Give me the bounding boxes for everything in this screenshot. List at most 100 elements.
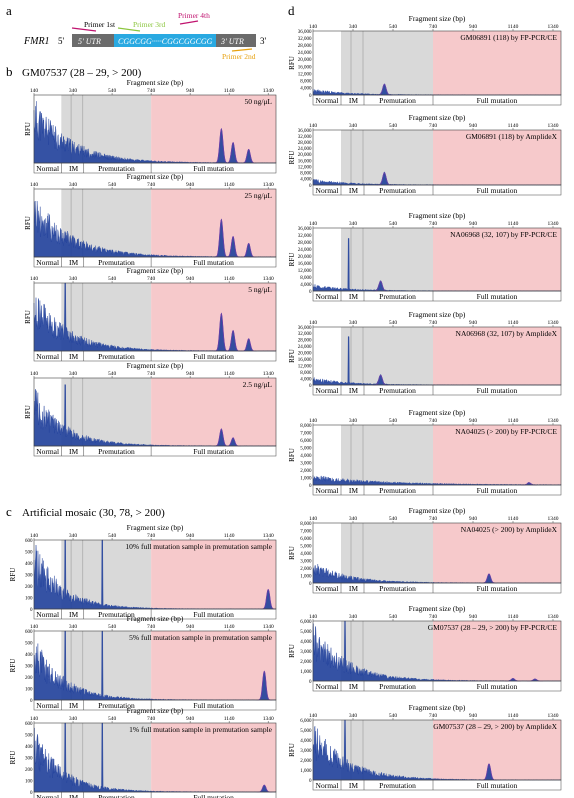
x-tick-label: 940 bbox=[469, 713, 478, 719]
x-axis-title: Fragment size (bp) bbox=[409, 703, 466, 712]
y-tick-label: 6,000 bbox=[300, 719, 312, 724]
y-axis-title: RFU bbox=[288, 743, 296, 757]
x-tick-label: 1140 bbox=[508, 713, 519, 719]
x-tick-label: 1340 bbox=[263, 276, 274, 282]
region-full-mutation-bg bbox=[433, 523, 561, 583]
x-tick-label: 1140 bbox=[508, 123, 519, 129]
region-label-bar bbox=[312, 680, 562, 692]
y-tick-label: 100 bbox=[25, 779, 33, 784]
region-label-bar bbox=[33, 699, 277, 711]
x-tick-label: 340 bbox=[349, 123, 358, 129]
y-tick-label: 200 bbox=[25, 676, 33, 681]
x-axis-title: Fragment size (bp) bbox=[409, 506, 466, 515]
x-tick-label: 740 bbox=[429, 418, 438, 424]
y-tick-label: 0 bbox=[309, 484, 312, 489]
region-label: Full mutation bbox=[193, 793, 234, 798]
y-tick-label: 300 bbox=[25, 573, 33, 578]
panel-letter-d: d bbox=[288, 3, 295, 18]
y-tick-label: 1,000 bbox=[300, 476, 312, 481]
region-label: Premutation bbox=[98, 447, 135, 456]
y-tick-label: 5,000 bbox=[300, 729, 312, 734]
region-label: Premutation bbox=[379, 186, 416, 195]
five-prime-label: 5' bbox=[58, 36, 65, 46]
x-tick-label: 540 bbox=[389, 320, 398, 326]
x-tick-label: 140 bbox=[309, 614, 318, 620]
chart-b4: Fragment size (bp) 140 340 540 740 940 1140 134… bbox=[24, 361, 277, 457]
sample-label: GM07537 (28 – 29, > 200) by AmplideX bbox=[433, 722, 557, 731]
y-tick-label: 24,000 bbox=[298, 345, 312, 350]
y-tick-label: 100 bbox=[25, 687, 33, 692]
y-tick-label: 16,000 bbox=[298, 358, 312, 363]
y-tick-label: 100 bbox=[25, 596, 33, 601]
region-normal-bg bbox=[313, 327, 341, 385]
sample-label: 1% full mutation sample in premutation s… bbox=[129, 725, 273, 734]
x-tick-label: 940 bbox=[469, 516, 478, 522]
x-tick-label: 140 bbox=[309, 320, 318, 326]
y-tick-label: 16,000 bbox=[298, 65, 312, 70]
utr-right-label: 3' UTR bbox=[220, 37, 244, 46]
x-tick-label: 1340 bbox=[548, 713, 559, 719]
x-tick-label: 1340 bbox=[548, 614, 559, 620]
region-label: IM bbox=[69, 352, 78, 361]
region-full-mutation-bg bbox=[433, 228, 561, 291]
region-label: Full mutation bbox=[477, 386, 518, 395]
x-tick-label: 1340 bbox=[263, 533, 274, 539]
region-label-bar bbox=[33, 791, 277, 798]
y-axis-title: RFU bbox=[24, 216, 32, 230]
y-tick-label: 20,000 bbox=[298, 58, 312, 63]
region-label: IM bbox=[349, 386, 358, 395]
chart-d7: Fragment size (bp) 140 340 540 740 940 1140 134… bbox=[288, 604, 562, 692]
y-tick-label: 0 bbox=[309, 290, 312, 295]
region-full-mutation-bg bbox=[433, 130, 561, 185]
region-label: IM bbox=[349, 186, 358, 195]
x-tick-label: 1340 bbox=[548, 221, 559, 227]
region-label: Full mutation bbox=[477, 96, 518, 105]
utr-left-label: 5' UTR bbox=[78, 37, 101, 46]
region-label: Normal bbox=[316, 682, 339, 691]
y-tick-label: 500 bbox=[25, 641, 33, 646]
y-tick-label: 6,000 bbox=[300, 620, 312, 625]
region-label: Premutation bbox=[379, 584, 416, 593]
y-tick-label: 5,000 bbox=[300, 544, 312, 549]
region-full-mutation-bg bbox=[433, 621, 561, 681]
region-label: IM bbox=[69, 164, 78, 173]
region-label: Full mutation bbox=[193, 352, 234, 361]
region-label-bar bbox=[312, 779, 562, 791]
x-axis-title: Fragment size (bp) bbox=[409, 604, 466, 613]
utr-left-box bbox=[72, 34, 114, 47]
region-label: Normal bbox=[36, 164, 59, 173]
y-tick-label: 2,000 bbox=[300, 759, 312, 764]
x-tick-label: 1340 bbox=[548, 418, 559, 424]
y-tick-label: 32,000 bbox=[298, 37, 312, 42]
x-tick-label: 140 bbox=[30, 533, 39, 539]
x-tick-label: 340 bbox=[349, 516, 358, 522]
y-tick-label: 0 bbox=[309, 582, 312, 587]
x-tick-label: 1140 bbox=[508, 24, 519, 30]
region-premutation-bg bbox=[341, 327, 433, 385]
y-axis-title: RFU bbox=[288, 56, 296, 70]
x-tick-label: 740 bbox=[147, 624, 156, 630]
region-full-mutation-bg bbox=[433, 327, 561, 385]
region-label: Premutation bbox=[98, 164, 135, 173]
y-tick-label: 500 bbox=[25, 733, 33, 738]
y-tick-label: 28,000 bbox=[298, 339, 312, 344]
x-tick-label: 1340 bbox=[263, 371, 274, 377]
region-label: Premutation bbox=[379, 486, 416, 495]
utr-right-box bbox=[216, 34, 256, 47]
x-tick-label: 1340 bbox=[548, 24, 559, 30]
region-label-bar bbox=[312, 582, 562, 594]
region-label: Normal bbox=[316, 186, 339, 195]
y-tick-label: 0 bbox=[309, 384, 312, 389]
x-tick-label: 940 bbox=[469, 418, 478, 424]
y-tick-label: 4,000 bbox=[300, 552, 312, 557]
x-tick-label: 1340 bbox=[548, 123, 559, 129]
region-label: Normal bbox=[316, 584, 339, 593]
region-label-bar bbox=[312, 384, 562, 396]
region-premutation-bg bbox=[341, 31, 433, 95]
y-tick-label: 3,000 bbox=[300, 559, 312, 564]
x-tick-label: 740 bbox=[147, 182, 156, 188]
region-full-mutation-bg bbox=[433, 425, 561, 485]
chart-d1: Fragment size (bp) 140 340 540 740 940 1140 134… bbox=[288, 14, 562, 106]
y-tick-label: 32,000 bbox=[298, 332, 312, 337]
x-tick-label: 940 bbox=[469, 221, 478, 227]
